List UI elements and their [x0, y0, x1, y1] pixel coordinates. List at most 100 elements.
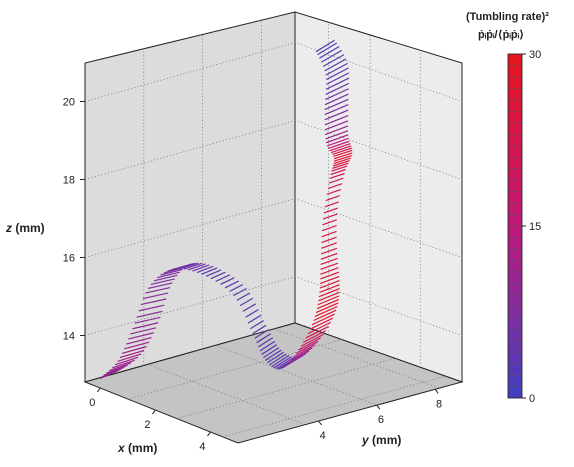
orientation-glyph: [145, 287, 171, 294]
orientation-glyph: [332, 147, 353, 156]
orientation-glyph: [239, 297, 254, 307]
orientation-glyph: [285, 353, 307, 367]
orientation-glyph: [121, 345, 147, 354]
orientation-glyph: [324, 93, 349, 106]
orientation-glyph: [245, 309, 259, 318]
x-axis-title: x (mm): [117, 441, 157, 455]
orientation-glyph: [325, 88, 349, 101]
orientation-glyph: [254, 329, 269, 339]
orientation-glyph: [138, 304, 165, 312]
orientation-glyph: [305, 326, 329, 339]
orientation-glyph: [187, 263, 206, 271]
orientation-glyph: [330, 145, 352, 154]
colorbar-scale: [507, 53, 523, 399]
orientation-glyph: [266, 351, 285, 364]
gridline-z-left: [84, 198, 296, 258]
colorbar-cell: [507, 374, 523, 387]
orientation-glyph: [325, 67, 349, 81]
orientation-glyph: [318, 291, 340, 302]
orientation-glyph: [323, 207, 338, 214]
colorbar-cell: [507, 168, 523, 181]
orientation-glyph: [201, 267, 218, 275]
orientation-glyph: [220, 277, 235, 285]
x-tick-mark: [96, 387, 101, 393]
orientation-glyph: [142, 292, 169, 300]
orientation-glyphs: [99, 39, 353, 379]
colorbar-cell: [507, 122, 523, 135]
z-tick-label: 20: [63, 97, 75, 109]
colorbar-ticks: 0 15 30: [522, 49, 541, 405]
axis-ticks: 14 16 18 20 0 2 4 4 6 8: [63, 97, 442, 454]
orientation-glyph: [324, 114, 349, 126]
orientation-glyph: [331, 165, 348, 172]
orientation-glyph: [319, 280, 340, 289]
orientation-glyph: [293, 344, 316, 358]
orientation-glyph: [311, 313, 335, 326]
orientation-glyph: [268, 353, 287, 366]
grid-lines: [84, 20, 463, 438]
colorbar-cell: [507, 306, 523, 318]
orientation-glyph: [322, 54, 345, 67]
gridline-z-right: [294, 42, 463, 102]
orientation-glyph: [317, 42, 338, 56]
colorbar-cell: [507, 260, 523, 273]
orientation-glyph: [119, 349, 145, 359]
orientation-glyph: [134, 316, 161, 324]
colorbar-cell: [507, 134, 523, 146]
floor: [83, 322, 464, 444]
gridline-z-left: [84, 42, 296, 102]
orientation-glyph: [325, 82, 350, 95]
orientation-glyph: [205, 269, 222, 277]
orientation-glyph: [314, 305, 338, 318]
colorbar-cell: [507, 340, 523, 353]
orientation-glyph: [320, 262, 339, 271]
orientation-glyph: [315, 39, 335, 53]
orientation-glyph: [233, 288, 247, 297]
orientation-glyph: [130, 327, 157, 335]
orientation-glyph: [247, 314, 262, 324]
orientation-glyph: [321, 225, 337, 232]
colorbar-cell: [507, 294, 523, 307]
gridline-floor-y: [176, 358, 396, 419]
gridline-floor-x: [273, 328, 440, 389]
orientation-glyph: [262, 347, 280, 359]
orientation-glyph: [325, 62, 348, 76]
gridline-z-right: [294, 198, 463, 258]
orientation-glyph: [326, 72, 350, 85]
orientation-glyph: [328, 140, 350, 150]
colorbar-cell: [507, 156, 523, 169]
orientation-glyph: [319, 275, 340, 285]
orientation-glyph: [192, 264, 210, 272]
orientation-glyph: [242, 303, 257, 312]
orientation-glyph: [324, 109, 349, 121]
colorbar-cell: [507, 214, 523, 227]
colorbar-cell: [507, 111, 523, 124]
orientation-glyph: [196, 265, 214, 274]
orientation-glyph: [325, 195, 340, 202]
orientation-glyph: [160, 268, 183, 276]
orientation-glyph: [319, 45, 340, 59]
colorbar-cell: [507, 386, 523, 399]
orientation-glyph: [261, 344, 278, 355]
orientation-glyph: [333, 154, 352, 162]
orientation-glyph: [326, 137, 349, 147]
orientation-glyph: [324, 104, 349, 116]
orientation-glyph: [103, 366, 125, 376]
orientation-glyph: [128, 332, 154, 340]
orientation-glyph: [327, 183, 343, 190]
colorbar-tick-label: 15: [529, 221, 541, 233]
orientation-glyph: [275, 356, 295, 370]
z-tick-label: 16: [63, 253, 75, 265]
colorbar-cell: [507, 237, 523, 250]
x-tick-mark: [151, 409, 156, 415]
orientation-glyph: [320, 247, 338, 255]
orientation-glyph: [333, 157, 352, 165]
orientation-glyph: [112, 359, 135, 369]
orientation-glyph: [229, 284, 244, 293]
colorbar-cell: [507, 271, 523, 284]
orientation-glyph: [321, 236, 337, 244]
orientation-glyph: [322, 213, 338, 220]
colorbar-cell: [507, 202, 523, 215]
orientation-glyph: [183, 262, 202, 270]
